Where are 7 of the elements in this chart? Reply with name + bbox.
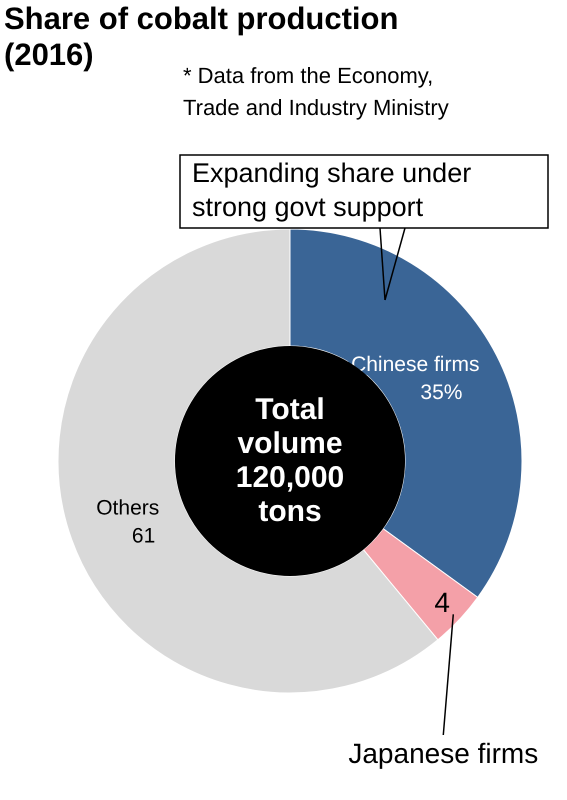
slice-label: Others xyxy=(96,496,160,520)
data-label: 61 xyxy=(132,524,156,548)
slice-label: Japanese firms xyxy=(348,738,538,769)
text: Total volume 120,000 tons xyxy=(236,393,344,528)
data-label: 35% xyxy=(420,380,462,404)
data-label: 4 xyxy=(434,586,450,618)
text: Expanding share under strong govt support xyxy=(192,158,472,222)
